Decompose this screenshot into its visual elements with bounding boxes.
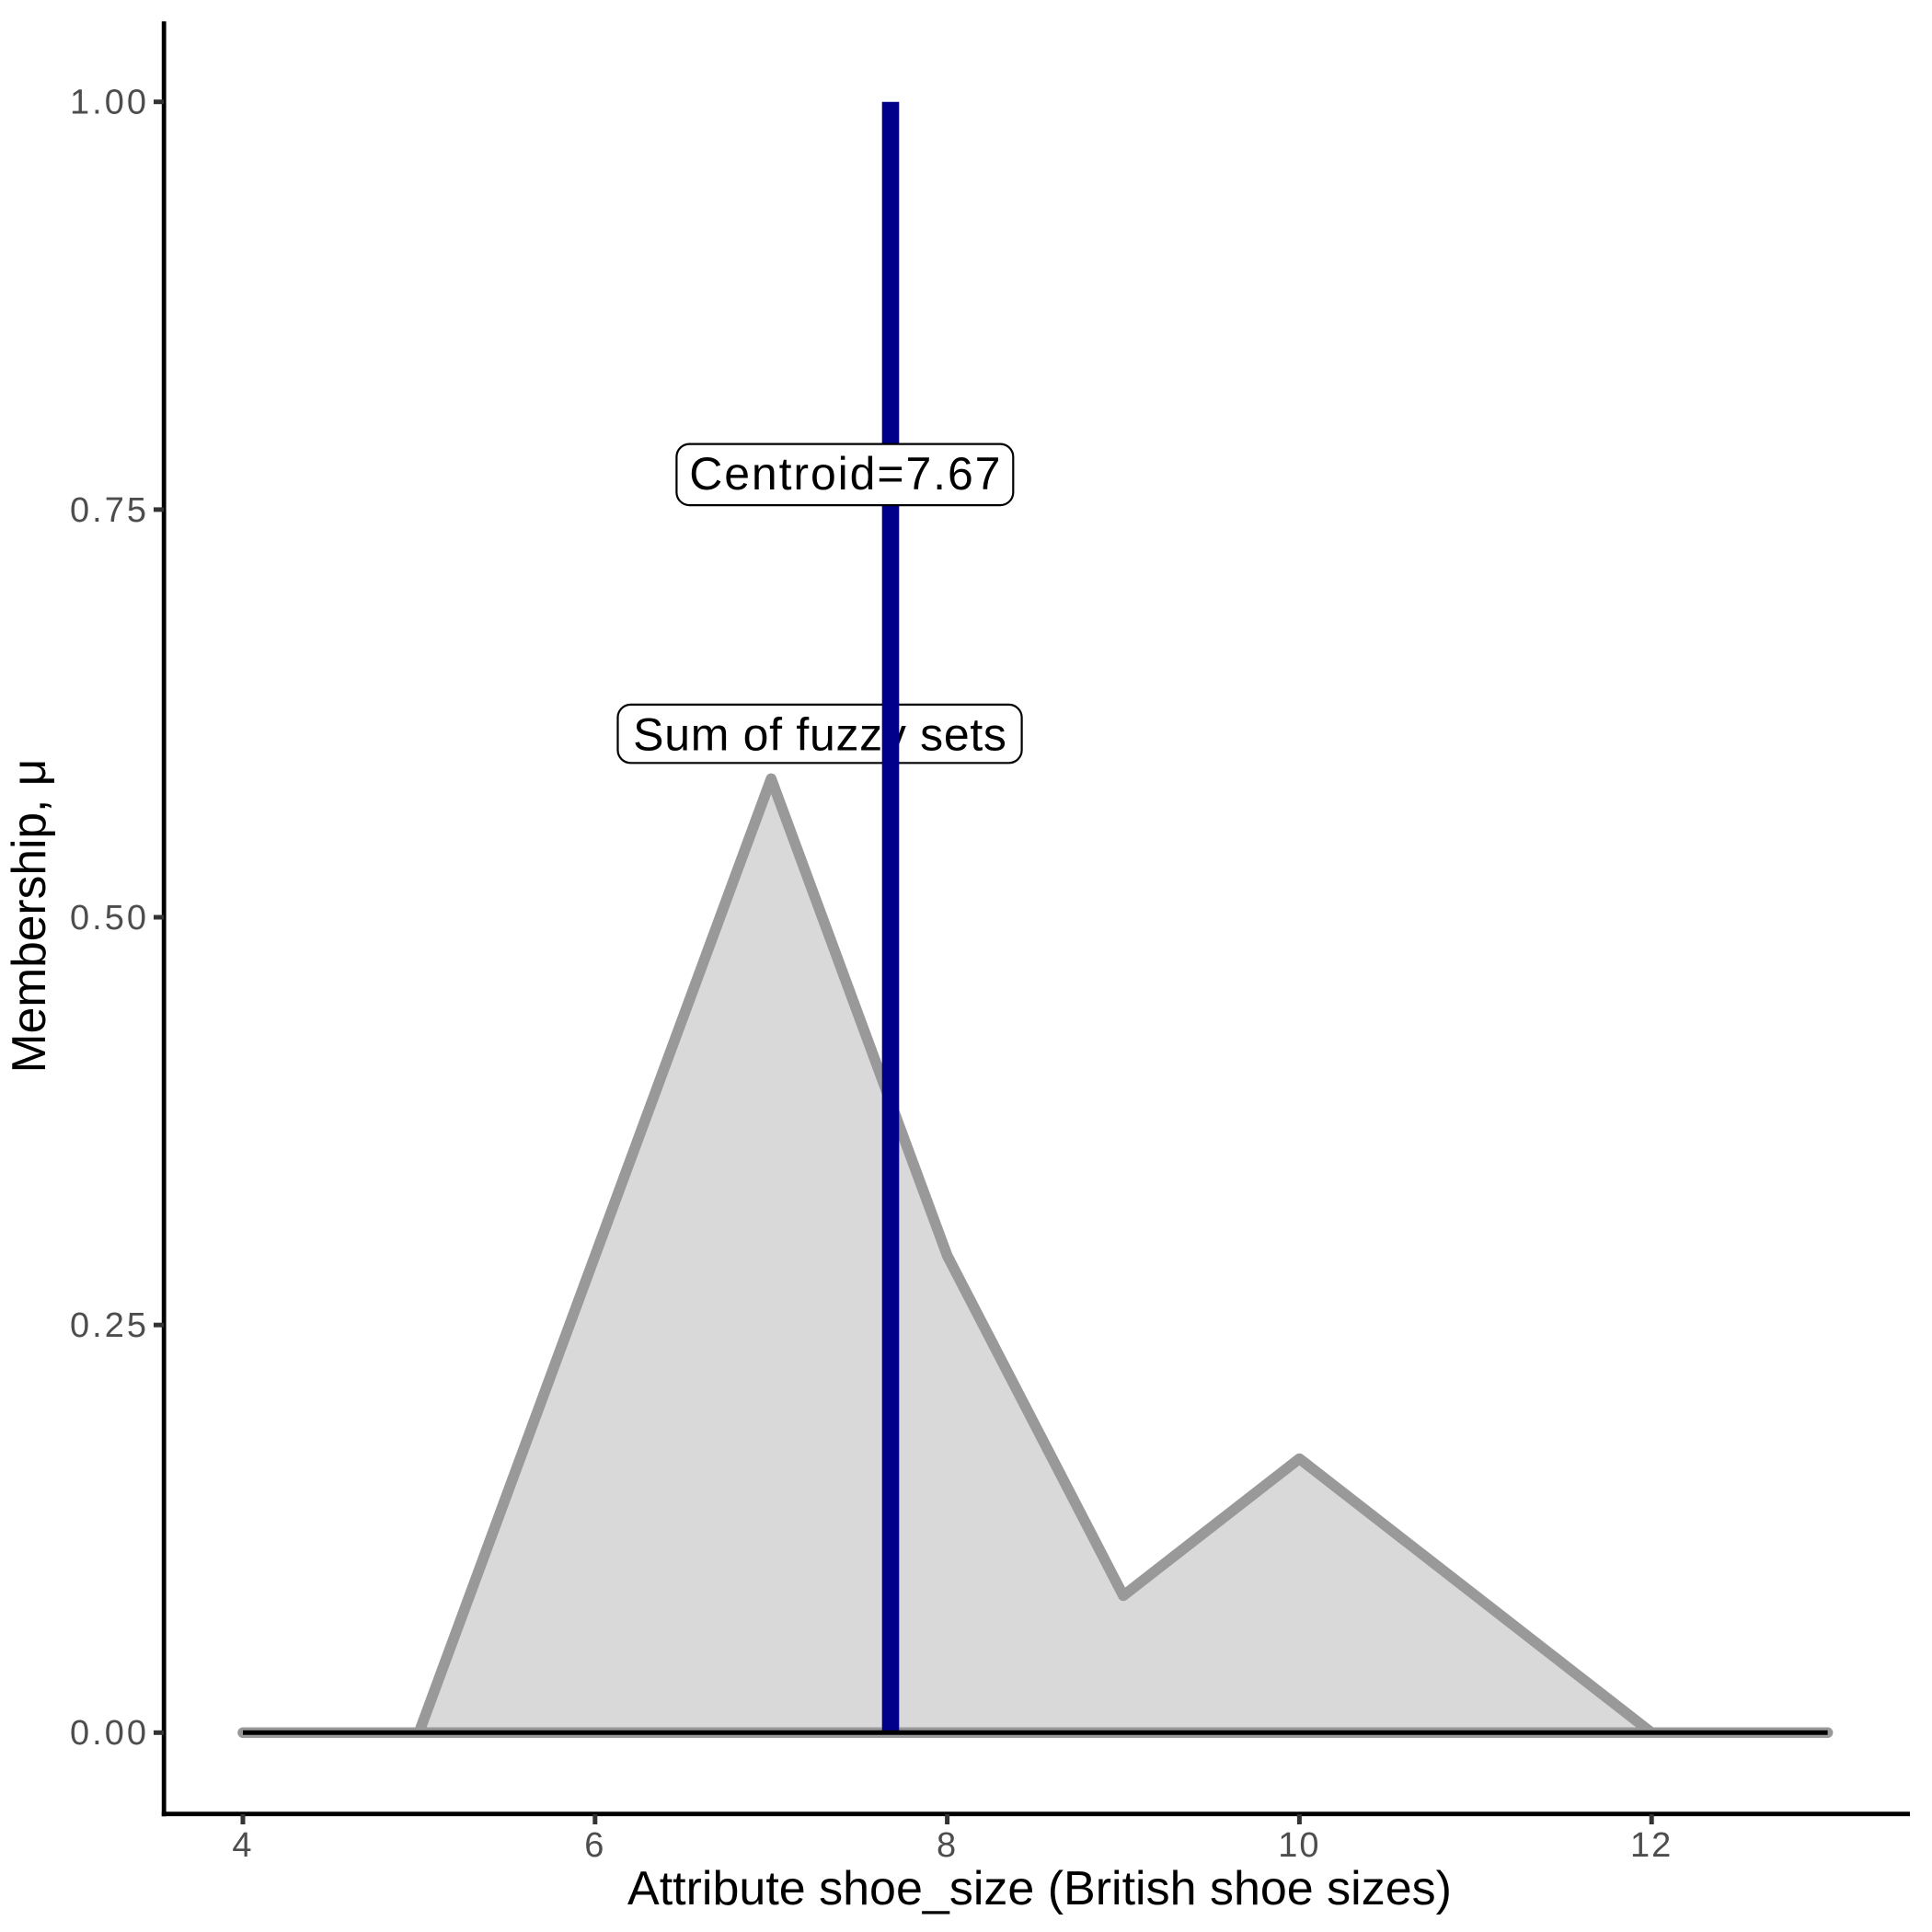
svg-text:Sum of fuzzy sets: Sum of fuzzy sets bbox=[633, 709, 1006, 761]
svg-text:Membership, μ: Membership, μ bbox=[2, 759, 55, 1074]
svg-text:0.00: 0.00 bbox=[70, 1714, 149, 1753]
svg-text:12: 12 bbox=[1630, 1826, 1673, 1865]
svg-text:Centroid=7.67: Centroid=7.67 bbox=[689, 448, 1002, 500]
svg-text:4: 4 bbox=[232, 1826, 253, 1865]
svg-text:0.75: 0.75 bbox=[70, 491, 149, 530]
svg-text:1.00: 1.00 bbox=[70, 84, 149, 122]
svg-text:0.25: 0.25 bbox=[70, 1306, 149, 1345]
svg-text:0.50: 0.50 bbox=[70, 899, 149, 937]
svg-text:6: 6 bbox=[584, 1826, 605, 1865]
svg-text:10: 10 bbox=[1278, 1826, 1320, 1865]
svg-text:8: 8 bbox=[937, 1826, 958, 1865]
svg-text:Attribute shoe_size (British s: Attribute shoe_size (British shoe sizes) bbox=[627, 1862, 1452, 1915]
